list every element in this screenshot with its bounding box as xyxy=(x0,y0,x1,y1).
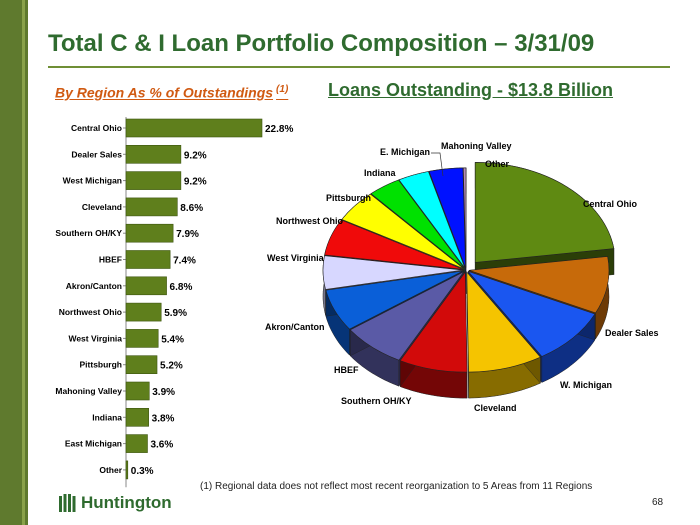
bar-category-label-east-michigan: East Michigan xyxy=(65,439,122,449)
bar-value-label-hbef: 7.4% xyxy=(173,256,196,267)
bar-akron-canton xyxy=(125,276,167,296)
pie-slice-mahoning-valley xyxy=(428,167,466,269)
pie-slice-pittsburgh xyxy=(341,193,464,269)
bar-chart: Central Ohio 22.8% Dealer Sales 9.2% West Mi… xyxy=(55,117,293,488)
pie-label-central-ohio: Central Ohio xyxy=(583,199,638,209)
pie-chart: Central Ohio Dealer Sales W. Michigan Cleve… xyxy=(265,141,659,413)
bar-value-label-west-michigan: 9.2% xyxy=(184,177,207,188)
bar-category-label-pittsburgh: Pittsburgh xyxy=(80,360,123,370)
bar-category-label-mahoning-valley: Mahoning Valley xyxy=(55,386,122,396)
pie-chart-subtitle: Loans Outstanding - $13.8 Billion xyxy=(328,80,614,100)
pie-label-indiana: Indiana xyxy=(364,168,396,178)
bar-category-label-dealer-sales: Dealer Sales xyxy=(71,149,122,159)
huntington-building-logo-icon xyxy=(59,494,76,512)
bar-west-michigan xyxy=(125,171,182,190)
pie-label-southern-oh-ky: Southern OH/KY xyxy=(341,396,412,406)
pie-slice-e-michigan xyxy=(398,171,466,269)
pie-label-w-michigan: W. Michigan xyxy=(560,380,612,390)
bar-east-michigan xyxy=(125,434,148,453)
pie-label-mahoning-valley: Mahoning Valley xyxy=(441,141,512,151)
bar-value-label-dealer-sales: 9.2% xyxy=(184,150,207,161)
bar-value-label-pittsburgh: 5.2% xyxy=(160,361,183,372)
bar-value-label-akron-canton: 6.8% xyxy=(170,282,193,293)
bar-value-label-central-ohio: 22.8% xyxy=(265,124,293,135)
bar-category-label-akron-canton: Akron/Canton xyxy=(66,281,122,291)
bar-value-label-cleveland: 8.6% xyxy=(180,203,203,214)
pie-slice-dealer-sales xyxy=(468,256,610,314)
pie-slice-akron-canton xyxy=(325,270,464,330)
pie-slice-southern-oh-ky xyxy=(399,271,468,373)
bar-cleveland xyxy=(125,197,178,217)
page-title: Total C & I Loan Portfolio Composition –… xyxy=(48,30,595,57)
bar-category-label-southern-oh-ky: Southern OH/KY xyxy=(55,228,122,238)
footnote-marker: (1) xyxy=(276,84,289,95)
page-number: 68 xyxy=(652,497,664,508)
bar-mahoning-valley xyxy=(125,381,150,401)
pie-slice-cleveland xyxy=(466,271,541,373)
bar-value-label-southern-oh-ky: 7.9% xyxy=(176,229,199,240)
sidebar-stripe xyxy=(22,0,25,525)
pie-slice-west-virginia xyxy=(322,255,464,290)
huntington-logo: Huntington xyxy=(58,493,172,513)
pie-slice-w-michigan xyxy=(467,270,596,357)
pie-slice-other xyxy=(462,167,467,268)
pie-label-pittsburgh: Pittsburgh xyxy=(326,193,371,203)
pie-label-akron-canton: Akron/Canton xyxy=(265,322,325,332)
bar-dealer-sales xyxy=(125,145,182,164)
pie-leader-e-michigan xyxy=(431,152,444,177)
bar-other xyxy=(125,460,129,480)
bar-category-label-west-virginia: West Virginia xyxy=(68,333,122,343)
bar-hbef xyxy=(125,250,171,269)
pie-top-faces xyxy=(322,162,615,373)
bar-category-label-central-ohio: Central Ohio xyxy=(71,123,122,133)
bar-category-label-other: Other xyxy=(99,465,122,475)
logo-text: Huntington xyxy=(81,493,172,512)
footnote: (1) Regional data does not reflect most … xyxy=(200,481,593,492)
bar-category-label-hbef: HBEF xyxy=(99,255,122,265)
bar-indiana xyxy=(125,407,149,427)
pie-slice-hbef xyxy=(349,271,465,361)
bar-value-label-mahoning-valley: 3.9% xyxy=(152,387,175,398)
bar-pittsburgh xyxy=(125,355,158,375)
pie-label-other: Other xyxy=(485,159,510,169)
pie-label-west-virginia: West Virginia xyxy=(267,253,325,263)
bar-value-label-west-virginia: 5.4% xyxy=(161,334,184,345)
pie-label-cleveland: Cleveland xyxy=(474,403,517,413)
pie-slice-central-ohio xyxy=(474,162,615,263)
bar-category-label-northwest-ohio: Northwest Ohio xyxy=(59,307,122,317)
pie-labels: Central Ohio Dealer Sales W. Michigan Cleve… xyxy=(265,141,659,413)
bar-chart-subtitle-text: By Region As % of Outstandings xyxy=(55,84,274,101)
pie-slice-northwest-ohio xyxy=(324,219,464,270)
bar-value-label-east-michigan: 3.6% xyxy=(150,440,173,451)
bar-category-label-cleveland: Cleveland xyxy=(82,202,122,212)
bar-value-label-indiana: 3.8% xyxy=(152,413,175,424)
bar-category-label-indiana: Indiana xyxy=(92,412,122,422)
pie-label-northwest-ohio: Northwest Ohio xyxy=(276,216,344,226)
bar-west-virginia xyxy=(125,329,159,348)
pie-label-hbef: HBEF xyxy=(334,365,359,375)
bar-chart-subtitle: By Region As % of Outstandings (1) xyxy=(55,84,288,101)
bar-central-ohio xyxy=(125,118,263,138)
pie-label-dealer-sales: Dealer Sales xyxy=(605,328,659,338)
pie-slice-indiana xyxy=(370,179,465,269)
bar-value-label-other: 0.3% xyxy=(131,466,154,477)
bar-southern-oh-ky xyxy=(125,223,174,243)
bar-category-label-west-michigan: West Michigan xyxy=(63,176,122,186)
bar-value-label-northwest-ohio: 5.9% xyxy=(164,308,187,319)
title-divider xyxy=(48,66,670,68)
bar-northwest-ohio xyxy=(125,302,162,322)
pie-label-e-michigan: E. Michigan xyxy=(380,147,430,157)
